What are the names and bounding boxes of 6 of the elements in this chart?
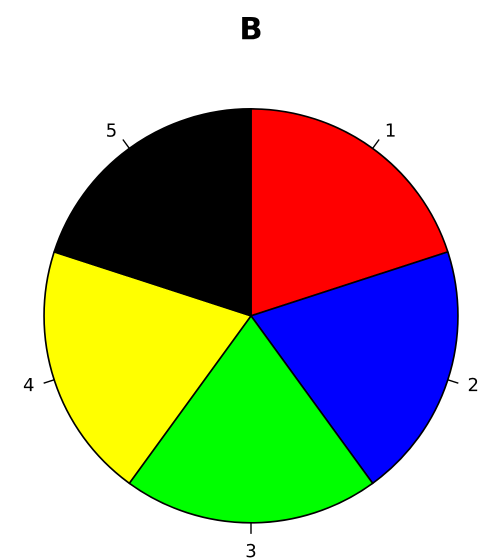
chart-title: B	[242, 16, 260, 40]
slice-label: 4	[24, 378, 34, 392]
slice-label: 3	[246, 544, 256, 558]
slice-label: 5	[107, 123, 116, 137]
slice-label: 1	[386, 123, 395, 137]
slice-label: 2	[468, 378, 478, 392]
